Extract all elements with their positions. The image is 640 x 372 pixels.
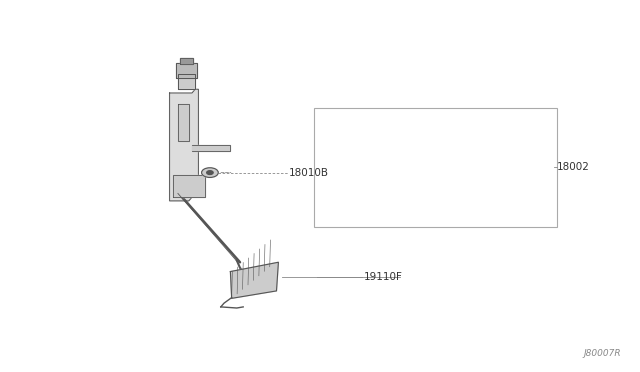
Text: J80007R: J80007R	[583, 349, 621, 358]
Polygon shape	[180, 58, 193, 64]
Polygon shape	[178, 74, 195, 89]
Text: 18010B: 18010B	[289, 168, 330, 177]
Polygon shape	[173, 175, 205, 197]
Circle shape	[207, 171, 213, 174]
Polygon shape	[230, 262, 278, 298]
Text: 19110F: 19110F	[364, 272, 403, 282]
Bar	[314, 108, 557, 227]
Polygon shape	[192, 145, 230, 151]
Polygon shape	[176, 63, 197, 78]
Text: 18002: 18002	[557, 163, 589, 172]
Circle shape	[202, 168, 218, 177]
Polygon shape	[170, 89, 198, 201]
Polygon shape	[178, 104, 189, 141]
